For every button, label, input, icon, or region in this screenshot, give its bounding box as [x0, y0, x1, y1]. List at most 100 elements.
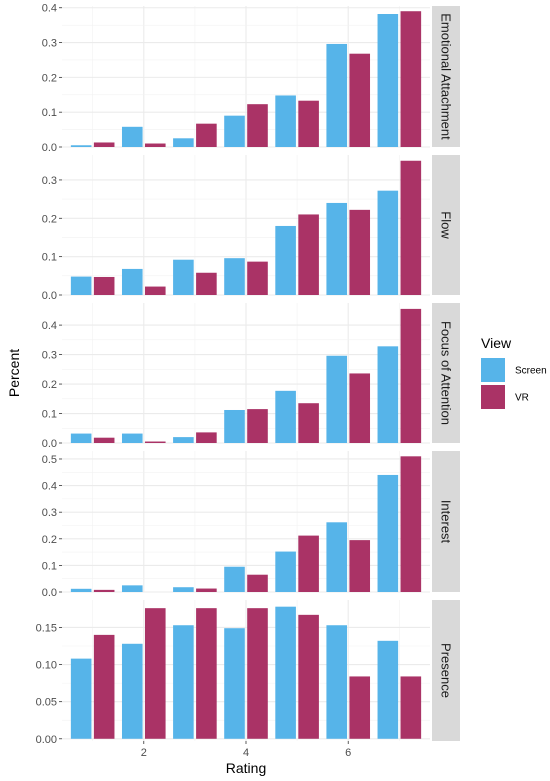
panel-presence: 0.00 0.05 0.10 0.15 Presence 2 4 6 [36, 600, 460, 759]
x-tick-label: 6 [345, 747, 351, 759]
bar-vr-3 [196, 608, 217, 739]
bar-screen-6 [326, 625, 348, 739]
legend-swatch-vr [481, 385, 505, 409]
bar-screen-6 [326, 43, 348, 147]
bar-vr-1 [93, 276, 115, 295]
facet-strip-label: Presence [439, 643, 454, 698]
bar-screen-6 [326, 202, 348, 295]
y-tick-label: 0.1 [42, 560, 57, 572]
facet-strip [432, 6, 460, 147]
x-tick-label: 4 [243, 747, 249, 759]
bar-screen-1 [70, 145, 92, 147]
bar-screen-2 [121, 126, 143, 147]
bar-screen-4 [224, 566, 245, 592]
panel-emotional-attachment: 0.0 0.1 0.2 0.3 0.4 Emotional Attachment [42, 3, 460, 154]
facet-strip [432, 155, 460, 295]
bar-vr-5 [298, 100, 319, 147]
y-tick-label: 0.1 [42, 252, 57, 264]
bar-screen-3 [173, 625, 194, 739]
y-tick-label: 0.4 [42, 320, 57, 332]
legend-title: View [481, 335, 512, 351]
bar-screen-1 [70, 433, 92, 443]
bar-screen-1 [70, 658, 92, 739]
bar-screen-7 [377, 14, 399, 148]
bar-screen-3 [173, 437, 194, 443]
facet-strip-label: Emotional Attachment [439, 13, 454, 140]
bar-vr-2 [144, 608, 166, 739]
bar-screen-4 [224, 628, 245, 739]
panel-flow: 0.0 0.1 0.2 0.3 Flow [42, 155, 460, 302]
bar-screen-3 [173, 259, 194, 295]
bar-screen-7 [377, 190, 399, 295]
bar-screen-5 [275, 551, 296, 592]
bar-screen-4 [224, 409, 245, 443]
bar-screen-5 [275, 390, 296, 443]
bar-vr-5 [298, 214, 319, 295]
y-tick-label: 0.1 [42, 409, 57, 421]
y-tick-label: 0.4 [42, 481, 57, 493]
x-axis-title: Rating [226, 760, 266, 776]
y-tick-label: 0.1 [42, 107, 57, 119]
panel-focus-of-attention: 0.0 0.1 0.2 0.3 0.4 Focus of Attention [42, 303, 460, 450]
y-tick-label: 0.5 [42, 454, 57, 466]
bar-vr-4 [247, 574, 268, 592]
bar-vr-2 [144, 143, 166, 147]
bar-vr-7 [400, 160, 422, 295]
y-tick-label: 0.3 [42, 507, 57, 519]
bar-vr-1 [93, 589, 115, 592]
facet-strip-label: Flow [439, 211, 454, 239]
y-tick-label: 0.2 [42, 72, 57, 84]
bar-screen-4 [224, 115, 245, 147]
bar-screen-4 [224, 258, 245, 295]
bar-vr-5 [298, 535, 319, 592]
y-tick-label: 0.3 [42, 175, 57, 187]
y-tick-label: 0.0 [42, 587, 57, 599]
bar-vr-4 [247, 261, 268, 295]
bar-vr-1 [93, 142, 115, 147]
legend-label-vr: VR [515, 393, 529, 404]
facet-strip-label: Interest [439, 500, 454, 544]
bar-screen-3 [173, 587, 194, 592]
bar-vr-6 [349, 209, 371, 295]
y-tick-label: 0.15 [36, 622, 57, 634]
bar-vr-7 [400, 11, 422, 147]
y-tick-label: 0.0 [42, 290, 57, 302]
bar-vr-2 [144, 286, 166, 295]
bar-screen-5 [275, 606, 296, 739]
y-tick-label: 0.4 [42, 3, 57, 15]
bar-vr-3 [196, 123, 217, 147]
x-tick-label: 2 [141, 747, 147, 759]
bar-screen-1 [70, 588, 92, 592]
bar-screen-2 [121, 433, 143, 443]
facet-strip [432, 600, 460, 741]
bar-vr-7 [400, 308, 422, 443]
bar-vr-3 [196, 432, 217, 443]
bar-screen-7 [377, 346, 399, 443]
bar-vr-1 [93, 634, 115, 739]
bar-screen-5 [275, 95, 296, 147]
facet-strip-label: Focus of Attention [439, 321, 454, 425]
bar-vr-7 [400, 456, 422, 592]
y-tick-label: 0.10 [36, 660, 57, 672]
bar-vr-4 [247, 409, 268, 443]
bar-vr-3 [196, 272, 217, 295]
bar-vr-6 [349, 373, 371, 443]
legend: View Screen VR [481, 335, 547, 409]
legend-label-screen: Screen [515, 366, 547, 377]
bar-vr-6 [349, 540, 371, 592]
bar-vr-4 [247, 608, 268, 739]
bar-screen-2 [121, 585, 143, 592]
y-tick-label: 0.0 [42, 438, 57, 450]
bar-vr-4 [247, 104, 268, 147]
y-tick-label: 0.3 [42, 350, 57, 362]
bar-vr-1 [93, 437, 115, 443]
y-axis-title: Percent [6, 349, 22, 397]
legend-swatch-screen [481, 358, 505, 382]
bar-vr-6 [349, 676, 371, 739]
y-tick-label: 0.2 [42, 213, 57, 225]
y-tick-label: 0.3 [42, 38, 57, 50]
bar-screen-2 [121, 643, 143, 739]
bar-screen-6 [326, 522, 348, 592]
